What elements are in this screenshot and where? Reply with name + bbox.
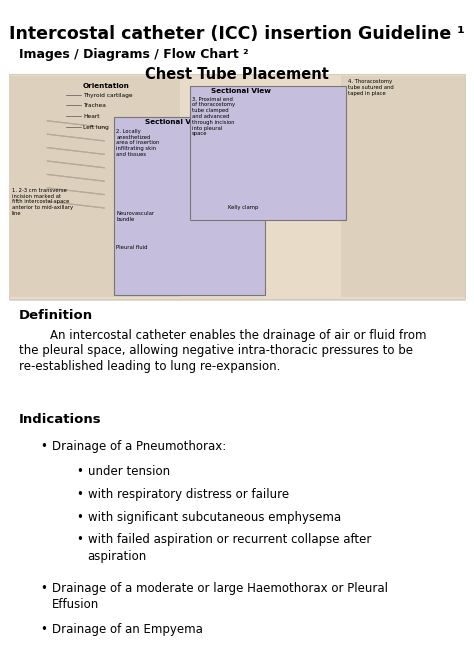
FancyBboxPatch shape (190, 86, 346, 220)
Text: under tension: under tension (88, 465, 170, 478)
Text: Kelly clamp: Kelly clamp (228, 205, 258, 209)
FancyBboxPatch shape (9, 74, 465, 299)
FancyBboxPatch shape (9, 76, 180, 297)
Text: Drainage of an Empyema: Drainage of an Empyema (52, 623, 203, 636)
Text: •: • (76, 465, 83, 478)
Text: Left lung: Left lung (83, 125, 109, 130)
Text: Drainage of a Pneumothorax:: Drainage of a Pneumothorax: (52, 440, 227, 452)
Text: •: • (40, 582, 47, 595)
Text: Chest Tube Placement: Chest Tube Placement (145, 67, 329, 82)
Text: with respiratory distress or failure: with respiratory distress or failure (88, 488, 289, 501)
Text: Orientation: Orientation (83, 83, 130, 89)
Text: An intercostal catheter enables the drainage of air or fluid from: An intercostal catheter enables the drai… (50, 329, 426, 342)
Text: with failed aspiration or recurrent collapse after
aspiration: with failed aspiration or recurrent coll… (88, 533, 371, 563)
Text: 2. Locally
anesthetized
area of insertion
infiltrating skin
and tissues: 2. Locally anesthetized area of insertio… (116, 129, 160, 157)
Text: Definition: Definition (19, 309, 93, 321)
Text: Heart: Heart (83, 114, 100, 119)
Text: 3. Proximal end
of thoracostomy
tube clamped
and advanced
through incision
into : 3. Proximal end of thoracostomy tube cla… (192, 97, 235, 136)
Text: Trachea: Trachea (83, 103, 106, 107)
Text: Pleural fluid: Pleural fluid (116, 245, 147, 250)
Text: Thyroid cartilage: Thyroid cartilage (83, 93, 133, 97)
FancyBboxPatch shape (341, 76, 465, 297)
Text: 4. Thoracostomy
tube sutured and
taped in place: 4. Thoracostomy tube sutured and taped i… (348, 79, 394, 96)
Text: 1. 2-3 cm transverse
incision marked at
fifth intercostal space
anterior to mid-: 1. 2-3 cm transverse incision marked at … (12, 188, 73, 216)
Text: Images / Diagrams / Flow Chart ²: Images / Diagrams / Flow Chart ² (19, 48, 248, 61)
Text: with significant subcutaneous emphysema: with significant subcutaneous emphysema (88, 511, 341, 523)
Text: Intercostal catheter (ICC) insertion Guideline ¹: Intercostal catheter (ICC) insertion Gui… (9, 25, 465, 43)
Text: Indications: Indications (19, 413, 101, 425)
Text: the pleural space, allowing negative intra-thoracic pressures to be: the pleural space, allowing negative int… (19, 344, 413, 357)
Text: •: • (40, 440, 47, 452)
Text: re-established leading to lung re-expansion.: re-established leading to lung re-expans… (19, 360, 280, 372)
Text: Neurovascular
bundle: Neurovascular bundle (116, 211, 154, 222)
Text: Sectional View: Sectional View (145, 119, 205, 125)
Text: •: • (40, 623, 47, 636)
Text: •: • (76, 511, 83, 523)
Text: •: • (76, 488, 83, 501)
Text: Drainage of a moderate or large Haemothorax or Pleural
Effusion: Drainage of a moderate or large Haemotho… (52, 582, 388, 611)
FancyBboxPatch shape (114, 117, 265, 295)
Text: Sectional View: Sectional View (211, 88, 271, 94)
Text: •: • (76, 533, 83, 546)
